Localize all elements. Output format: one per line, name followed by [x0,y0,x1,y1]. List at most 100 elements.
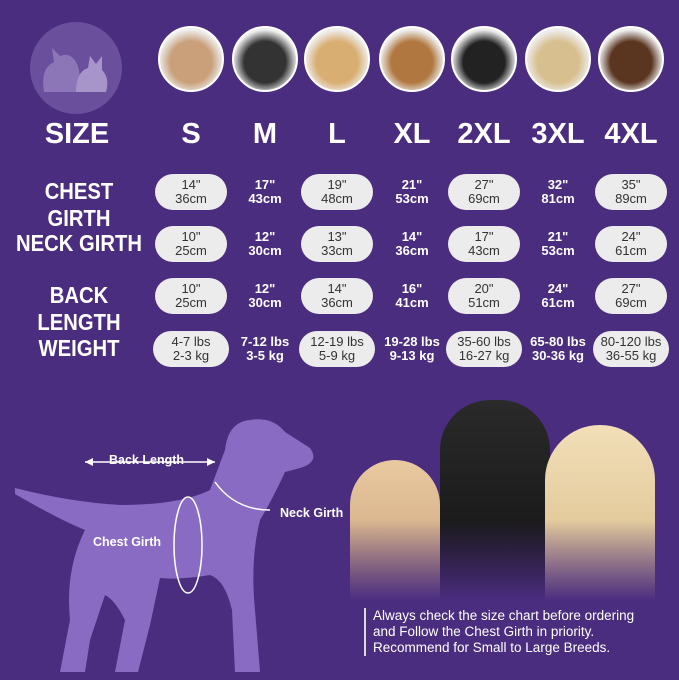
dog-photo-XL [379,26,445,92]
neck-girth-label: Neck Girth [280,506,344,520]
cell-imperial: 12-19 lbs [310,334,364,349]
cell-metric: 43cm [468,243,500,258]
size-cell: 7-12 lbs 3-5 kg [227,331,303,367]
dog-photo-M [232,26,298,92]
cell-imperial: 14" [327,281,347,296]
cell-metric: 16-27 kg [458,348,510,363]
cell-imperial: 24" [547,281,569,296]
cell-metric: 30cm [248,295,282,310]
cell-imperial: 19-28 lbs [384,334,440,349]
dog-photo-L [304,26,370,92]
size-cell: 10" 25cm [155,226,227,262]
size-header: SIZE [44,118,110,150]
cell-imperial: 4-7 lbs [171,334,211,349]
cell-metric: 9-13 kg [389,348,435,363]
cell-metric: 3-5 kg [246,348,284,363]
note-line: Always check the size chart before order… [373,608,635,623]
cell-imperial: 27" [474,177,494,192]
pet-logo-icon [30,22,122,114]
size-cell: 24" 61cm [595,226,667,262]
cell-metric: 36cm [321,295,353,310]
size-cell: 10" 25cm [155,278,227,314]
cell-imperial: 35-60 lbs [457,334,511,349]
size-cell: 80-120 lbs 36-55 kg [593,331,669,367]
cell-imperial: 24" [621,229,641,244]
note-line: and Follow the Chest Girth in priority. [373,624,595,639]
size-cell: 12-19 lbs 5-9 kg [299,331,375,367]
cell-metric: 36-55 kg [605,348,657,363]
dog-photo-S [158,26,224,92]
chest-girth-label: Chest Girth [93,535,162,549]
size-cell: 19-28 lbs 9-13 kg [374,331,450,367]
cell-imperial: 35" [621,177,641,192]
row-label: WEIGHT [38,335,120,361]
size-cell: 17" 43cm [229,174,301,210]
size-cell: 17" 43cm [448,226,520,262]
dog-silhouette-diagram [15,419,314,672]
size-cell: 35-60 lbs 16-27 kg [446,331,522,367]
cell-imperial: 12" [254,229,276,244]
size-cell: 12" 30cm [229,278,301,314]
cell-metric: 51cm [468,295,500,310]
size-cell: 27" 69cm [595,278,667,314]
cell-imperial: 16" [401,281,423,296]
size-cell: 32" 81cm [522,174,594,210]
cell-imperial: 27" [621,281,641,296]
cell-metric: 36cm [395,243,429,258]
dogs-photo [350,400,679,600]
cell-metric: 2-3 kg [172,348,210,363]
size-2XL: 2XL [457,118,511,150]
cell-metric: 30-36 kg [531,348,585,363]
cell-metric: 41cm [395,295,429,310]
size-note: Always check the size chart before order… [364,608,634,656]
cell-metric: 61cm [541,295,575,310]
size-4XL: 4XL [604,118,658,150]
cell-imperial: 21" [547,229,569,244]
cell-imperial: 14" [181,177,201,192]
back-length-label: Back Length [109,453,185,467]
size-cell: 12" 30cm [229,226,301,262]
row-label: CHEST GIRTH [44,178,114,231]
size-cell: 27" 69cm [448,174,520,210]
cell-metric: 30cm [248,243,282,258]
cell-imperial: 65-80 lbs [530,334,586,349]
size-cell: 24" 61cm [522,278,594,314]
row-label: NECK GIRTH [16,230,142,256]
cell-imperial: 19" [327,177,347,192]
size-cell: 21" 53cm [376,174,448,210]
size-cell: 14" 36cm [301,278,373,314]
size-S: S [181,118,201,150]
cell-metric: 5-9 kg [318,348,356,363]
size-cell: 16" 41cm [376,278,448,314]
size-cell: 19" 48cm [301,174,373,210]
cell-metric: 25cm [175,243,207,258]
size-XL: XL [393,118,431,150]
dog-photo-4XL [598,26,664,92]
cell-metric: 69cm [615,295,647,310]
size-cell: 20" 51cm [448,278,520,314]
cell-metric: 89cm [615,191,647,206]
size-cell: 65-80 lbs 30-36 kg [520,331,596,367]
cell-metric: 33cm [321,243,353,258]
cell-imperial: 21" [401,177,423,192]
cell-imperial: 14" [401,229,423,244]
cell-metric: 53cm [541,243,575,258]
cell-metric: 69cm [468,191,500,206]
dog-photo-2XL [451,26,517,92]
cell-imperial: 20" [474,281,494,296]
cell-metric: 53cm [395,191,429,206]
cell-imperial: 32" [547,177,569,192]
cell-imperial: 10" [181,281,201,296]
cell-metric: 61cm [615,243,647,258]
size-cell: 21" 53cm [522,226,594,262]
cell-metric: 25cm [175,295,207,310]
dog-photo-3XL [525,26,591,92]
size-cell: 35" 89cm [595,174,667,210]
size-M: M [252,118,278,150]
cell-imperial: 13" [327,229,347,244]
cell-metric: 81cm [541,191,575,206]
size-L: L [328,118,346,150]
cell-imperial: 17" [254,177,276,192]
size-cell: 13" 33cm [301,226,373,262]
size-cell: 4-7 lbs 2-3 kg [153,331,229,367]
